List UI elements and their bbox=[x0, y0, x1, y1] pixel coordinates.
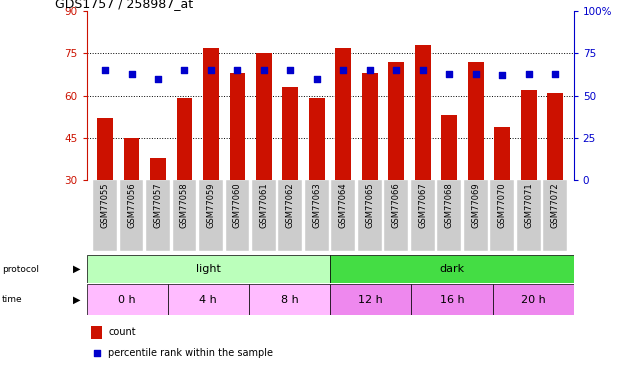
Bar bbox=[229, 73, 246, 180]
Text: light: light bbox=[196, 264, 221, 274]
Text: 20 h: 20 h bbox=[520, 295, 545, 304]
Bar bbox=[547, 93, 563, 180]
Bar bbox=[199, 180, 223, 251]
Bar bbox=[120, 180, 144, 251]
Point bbox=[232, 68, 242, 74]
Bar bbox=[441, 116, 457, 180]
Text: GSM77061: GSM77061 bbox=[260, 182, 269, 228]
Bar bbox=[252, 180, 276, 251]
Bar bbox=[494, 127, 510, 180]
Text: GSM77071: GSM77071 bbox=[524, 182, 533, 228]
Bar bbox=[305, 180, 329, 251]
Point bbox=[524, 70, 534, 77]
Bar bbox=[385, 180, 408, 251]
Bar bbox=[226, 180, 249, 251]
Point bbox=[497, 72, 507, 78]
Point bbox=[259, 68, 269, 74]
Text: dark: dark bbox=[439, 264, 465, 274]
Point bbox=[312, 76, 322, 82]
Text: GSM77055: GSM77055 bbox=[101, 182, 110, 228]
Bar bbox=[124, 138, 140, 180]
Bar bbox=[87, 284, 168, 315]
Point bbox=[418, 68, 428, 74]
Text: 12 h: 12 h bbox=[358, 295, 383, 304]
Bar bbox=[330, 255, 574, 283]
Text: GSM77065: GSM77065 bbox=[365, 182, 374, 228]
Text: GSM77062: GSM77062 bbox=[286, 182, 295, 228]
Bar bbox=[93, 180, 117, 251]
Bar bbox=[331, 180, 355, 251]
Bar bbox=[520, 90, 537, 180]
Point bbox=[92, 350, 102, 355]
Point bbox=[470, 70, 481, 77]
Text: GSM77060: GSM77060 bbox=[233, 182, 242, 228]
Bar bbox=[464, 180, 488, 251]
Text: GSM77056: GSM77056 bbox=[127, 182, 136, 228]
Point bbox=[365, 68, 375, 74]
Text: 16 h: 16 h bbox=[440, 295, 464, 304]
Text: GSM77068: GSM77068 bbox=[445, 182, 454, 228]
Text: GSM77059: GSM77059 bbox=[206, 182, 215, 228]
Text: GSM77058: GSM77058 bbox=[180, 182, 189, 228]
Point bbox=[391, 68, 401, 74]
Bar bbox=[468, 62, 484, 180]
Text: protocol: protocol bbox=[2, 265, 39, 274]
Text: ▶: ▶ bbox=[72, 295, 80, 304]
Point bbox=[179, 68, 190, 74]
Text: GDS1757 / 258987_at: GDS1757 / 258987_at bbox=[55, 0, 193, 10]
Bar bbox=[146, 180, 170, 251]
Text: GSM77064: GSM77064 bbox=[339, 182, 348, 228]
Text: GSM77070: GSM77070 bbox=[497, 182, 506, 228]
Point bbox=[444, 70, 454, 77]
Text: GSM77066: GSM77066 bbox=[392, 182, 401, 228]
Bar bbox=[249, 284, 330, 315]
Bar bbox=[362, 73, 378, 180]
Text: percentile rank within the sample: percentile rank within the sample bbox=[108, 348, 274, 358]
Point bbox=[338, 68, 349, 74]
Bar bbox=[309, 99, 325, 180]
Bar bbox=[172, 180, 196, 251]
Text: time: time bbox=[2, 295, 22, 304]
Bar bbox=[544, 180, 567, 251]
Point bbox=[206, 68, 216, 74]
Text: GSM77067: GSM77067 bbox=[419, 182, 428, 228]
Bar bbox=[335, 48, 351, 180]
Point bbox=[285, 68, 296, 74]
Bar bbox=[492, 284, 574, 315]
Bar bbox=[278, 180, 303, 251]
Bar bbox=[203, 48, 219, 180]
Point bbox=[550, 70, 560, 77]
Bar bbox=[490, 180, 514, 251]
Bar bbox=[283, 87, 298, 180]
Bar bbox=[97, 118, 113, 180]
Bar bbox=[176, 99, 192, 180]
Bar bbox=[415, 45, 431, 180]
Text: count: count bbox=[108, 327, 136, 338]
Text: 8 h: 8 h bbox=[281, 295, 299, 304]
Bar bbox=[168, 284, 249, 315]
Point bbox=[100, 68, 110, 74]
Bar bbox=[87, 255, 330, 283]
Bar bbox=[412, 284, 492, 315]
Bar bbox=[150, 158, 166, 180]
Bar bbox=[92, 326, 102, 339]
Text: GSM77069: GSM77069 bbox=[471, 182, 480, 228]
Text: GSM77063: GSM77063 bbox=[312, 182, 321, 228]
Bar bbox=[517, 180, 540, 251]
Point bbox=[153, 76, 163, 82]
Bar bbox=[358, 180, 382, 251]
Bar bbox=[330, 284, 412, 315]
Bar bbox=[437, 180, 461, 251]
Text: ▶: ▶ bbox=[72, 264, 80, 274]
Text: 4 h: 4 h bbox=[199, 295, 217, 304]
Bar bbox=[411, 180, 435, 251]
Text: GSM77072: GSM77072 bbox=[551, 182, 560, 228]
Point bbox=[126, 70, 137, 77]
Text: 0 h: 0 h bbox=[119, 295, 136, 304]
Bar bbox=[388, 62, 404, 180]
Text: GSM77057: GSM77057 bbox=[154, 182, 163, 228]
Bar bbox=[256, 54, 272, 180]
